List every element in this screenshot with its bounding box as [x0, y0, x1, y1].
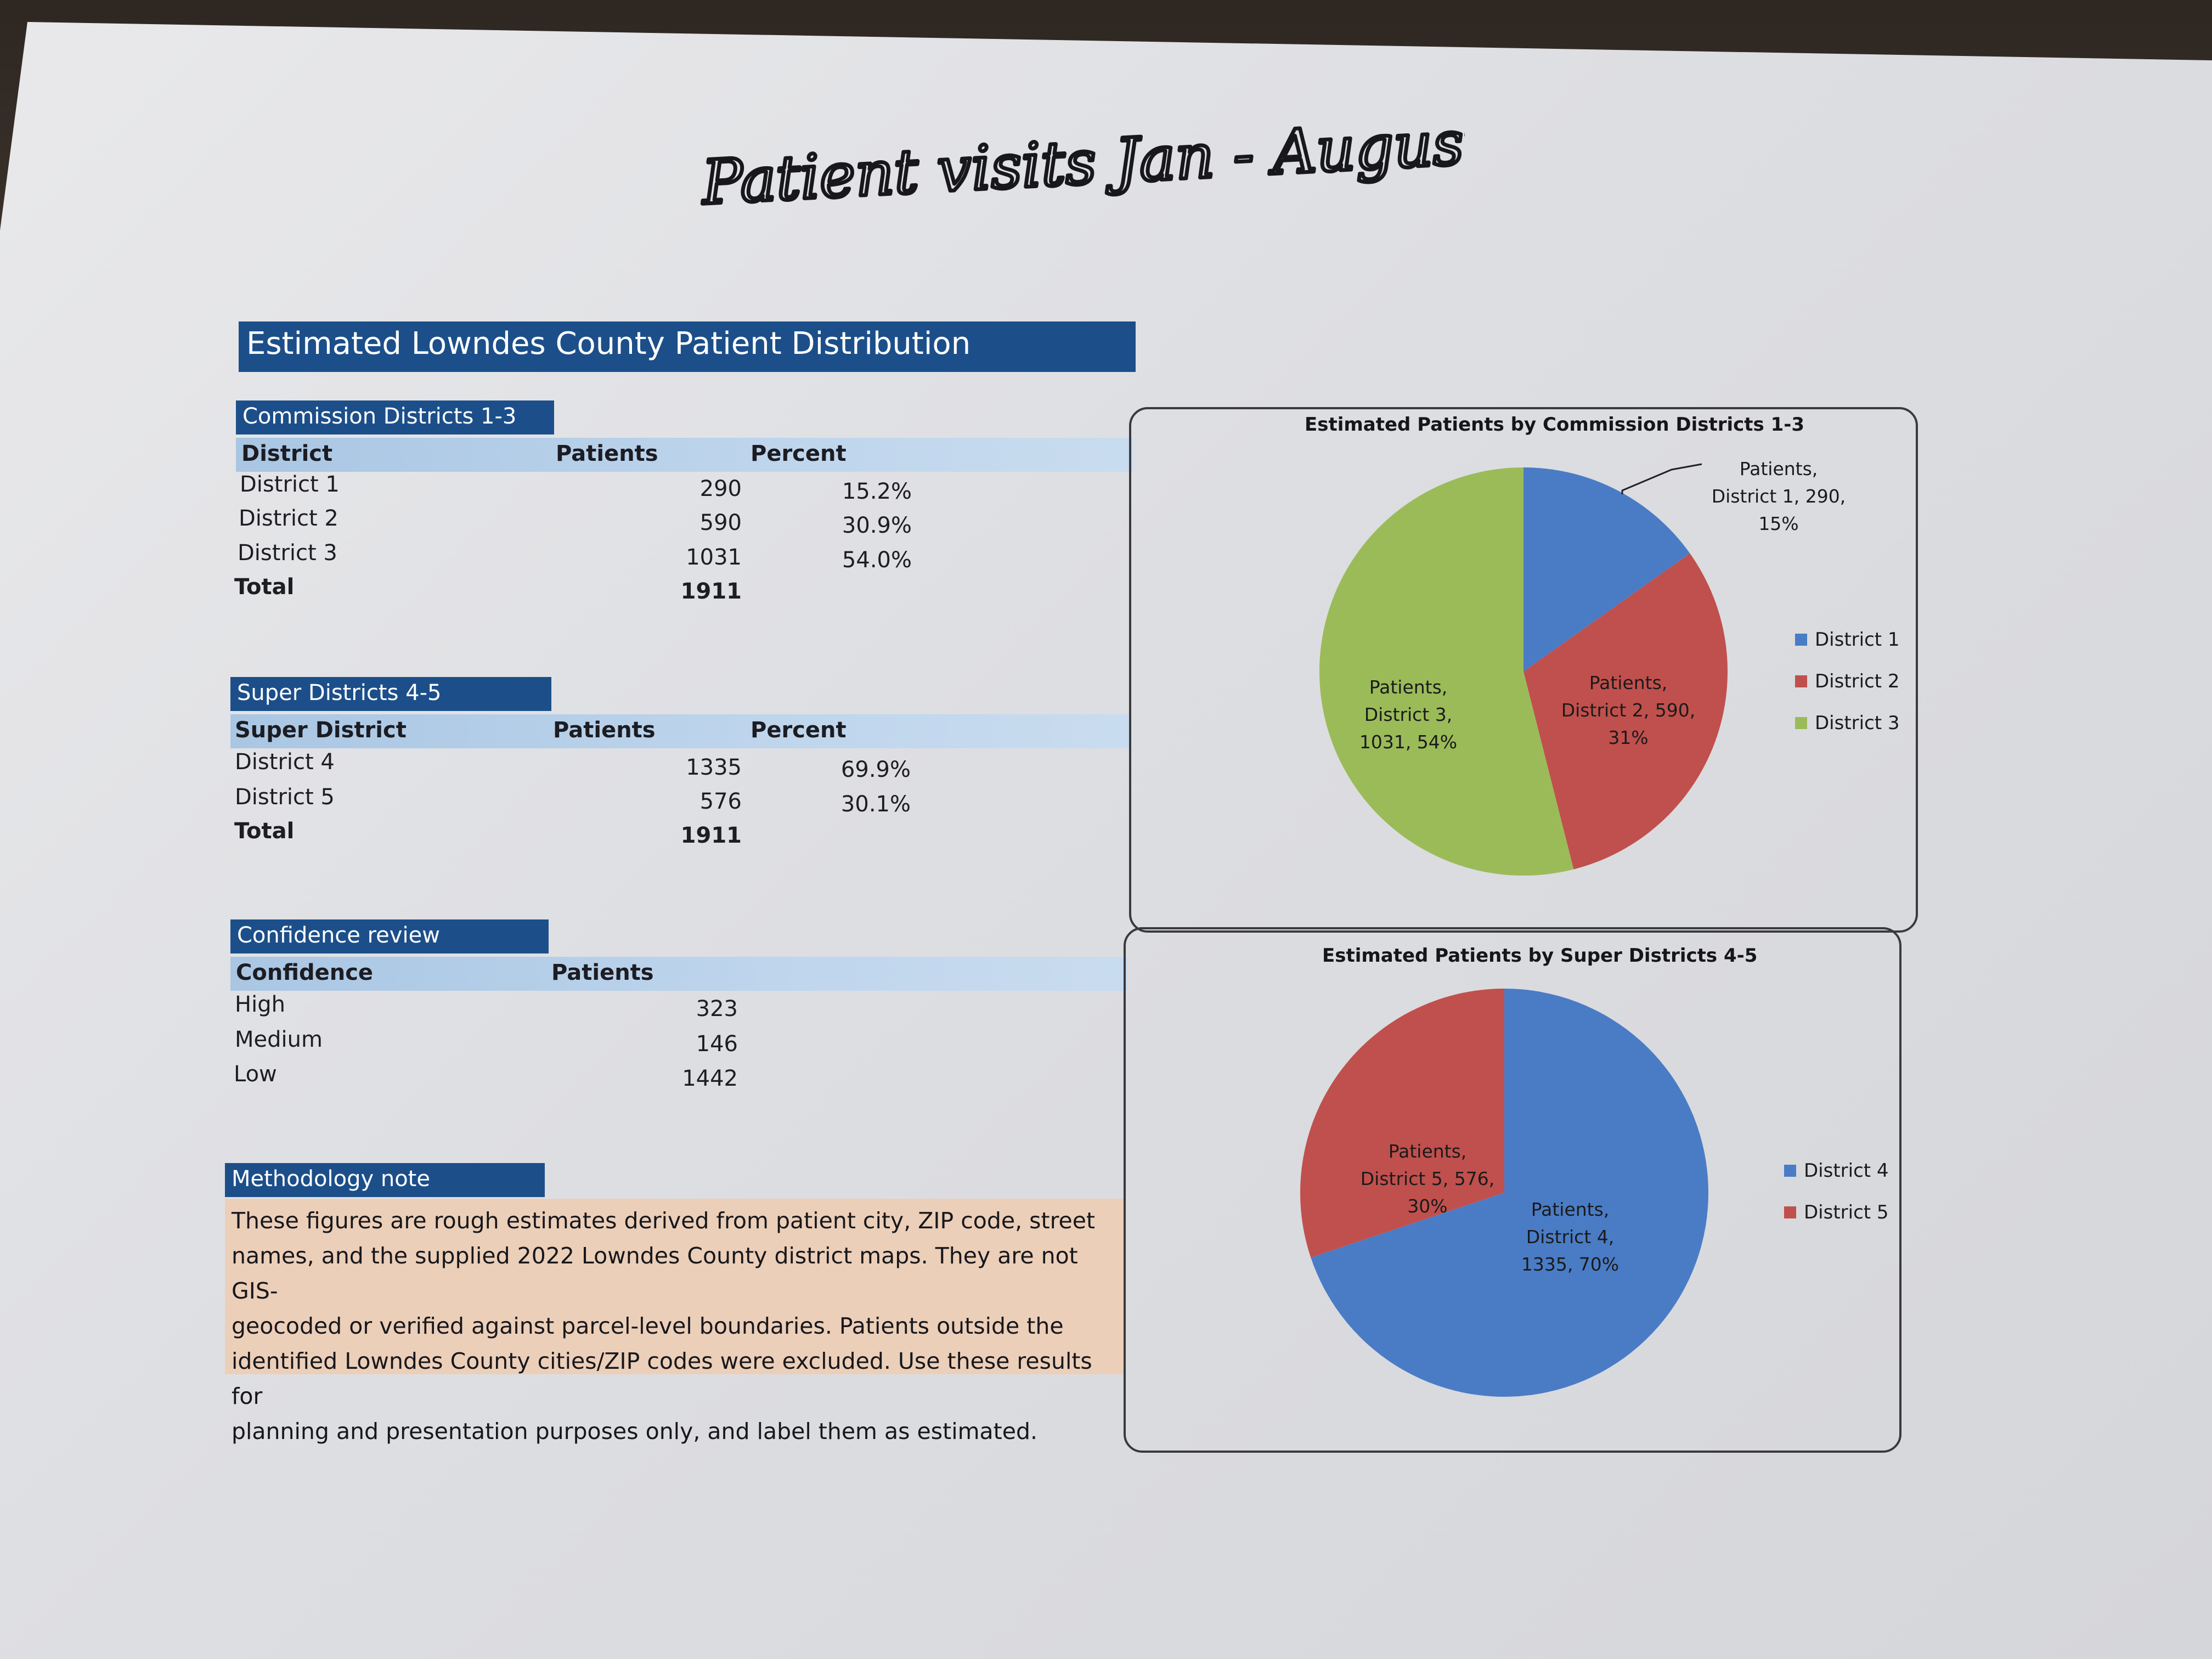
- total-value: 1911: [680, 823, 742, 848]
- row-label: District 1: [240, 472, 340, 497]
- super-section-title: Super Districts 4-5: [230, 677, 551, 711]
- legend-swatch: [1795, 634, 1807, 646]
- methodology-note: These figures are rough estimates derive…: [225, 1199, 1125, 1444]
- row-label: Medium: [235, 1027, 323, 1052]
- commission-section-title: Commission Districts 1-3: [236, 400, 554, 435]
- svg-text:Patient visits Jan - August: Patient visits Jan - August: [699, 123, 1465, 218]
- legend-item: District 4: [1784, 1160, 1889, 1182]
- header-percent: Percent: [751, 718, 847, 743]
- methodology-section-title: Methodology note: [225, 1163, 545, 1197]
- pie-slice-district-1: [1523, 467, 1690, 672]
- pie-slice-district-2: [1523, 553, 1728, 870]
- row-label: District 3: [238, 540, 337, 566]
- legend-label: District 2: [1815, 670, 1900, 692]
- legend-swatch: [1795, 675, 1807, 687]
- methodology-line: names, and the supplied 2022 Lowndes Cou…: [232, 1243, 1078, 1304]
- super-header-row: Super District Patients Percent: [230, 714, 1130, 748]
- row-label: High: [235, 992, 285, 1017]
- legend-label: District 3: [1815, 712, 1900, 734]
- legend-label: District 4: [1804, 1160, 1889, 1182]
- chart-commission-districts: Estimated Patients by Commission Distric…: [1129, 407, 1918, 933]
- methodology-line: geocoded or verified against parcel-leve…: [232, 1313, 1064, 1339]
- row-percent: 69.9%: [840, 757, 911, 782]
- confidence-section-title: Confidence review: [230, 919, 549, 953]
- pie-slice-district-3: [1319, 467, 1574, 876]
- row-label: District 4: [235, 749, 335, 775]
- row-label: District 5: [235, 785, 335, 810]
- row-patients: 290: [699, 476, 742, 501]
- slice-data-label: Patients, District 3, 1031, 54%: [1359, 676, 1457, 753]
- header-patients: Patients: [551, 960, 654, 985]
- header-district: District: [241, 441, 333, 466]
- slice-data-label: Patients, District 1, 290, 15%: [1712, 458, 1846, 534]
- legend-label: District 1: [1815, 629, 1900, 651]
- legend-item: District 2: [1795, 670, 1900, 692]
- handwritten-title: Patient visits Jan - August: [697, 123, 1465, 220]
- row-percent: 30.1%: [840, 792, 911, 817]
- legend-item: District 3: [1795, 712, 1900, 734]
- chart-super-districts: Estimated Patients by Super Districts 4-…: [1124, 927, 1901, 1453]
- legend-item: District 1: [1795, 629, 1900, 651]
- chart-title: Estimated Patients by Commission Distric…: [1305, 414, 1805, 436]
- chart-title: Estimated Patients by Super Districts 4-…: [1322, 945, 1758, 967]
- row-label: District 2: [239, 506, 338, 531]
- pie-chart-super: Patients, District 4, 1335, 70% Patients, Di…: [1300, 989, 1708, 1397]
- row-patients: 323: [696, 996, 738, 1022]
- header-patients: Patients: [553, 718, 656, 743]
- legend-label: District 5: [1804, 1201, 1889, 1223]
- row-label: Low: [234, 1062, 277, 1087]
- row-percent: 54.0%: [842, 548, 912, 573]
- header-percent: Percent: [751, 441, 847, 466]
- page-title: Estimated Lowndes County Patient Distrib…: [239, 321, 1136, 372]
- methodology-line: These figures are rough estimates derive…: [232, 1207, 1096, 1234]
- slice-data-label: Patients, District 4, 1335, 70%: [1521, 1199, 1619, 1275]
- methodology-line: planning and presentation purposes only,…: [232, 1418, 1038, 1444]
- row-percent: 30.9%: [842, 513, 912, 538]
- total-label: Total: [234, 819, 295, 844]
- confidence-header-row: Confidence Patients: [230, 957, 1127, 991]
- commission-header-row: District Patients Percent: [236, 438, 1133, 472]
- header-patients: Patients: [556, 441, 658, 466]
- row-patients: 590: [699, 510, 742, 535]
- row-patients: 146: [696, 1031, 738, 1057]
- row-patients: 576: [699, 789, 742, 814]
- slice-data-label: Patients, District 5, 576, 30%: [1361, 1141, 1494, 1217]
- pie-chart-commission: Patients, District 1, 290, 15% Patients, Dis…: [1319, 458, 1846, 876]
- methodology-line: identified Lowndes County cities/ZIP cod…: [232, 1348, 1092, 1409]
- pie-slice-district-5: [1300, 989, 1504, 1258]
- legend-item: District 5: [1784, 1201, 1889, 1223]
- header-super-district: Super District: [235, 718, 407, 743]
- row-patients: 1031: [686, 545, 742, 570]
- row-percent: 15.2%: [842, 479, 912, 504]
- slice-data-label: Patients, District 2, 590, 31%: [1561, 672, 1695, 748]
- pie-slice-district-4: [1311, 989, 1708, 1397]
- legend-swatch: [1795, 717, 1807, 729]
- total-label: Total: [234, 574, 295, 600]
- header-confidence: Confidence: [236, 960, 374, 985]
- legend-swatch: [1784, 1206, 1796, 1218]
- row-patients: 1335: [686, 755, 742, 780]
- legend-swatch: [1784, 1165, 1796, 1177]
- total-value: 1911: [680, 579, 742, 604]
- leader-line: [1621, 463, 1702, 494]
- row-patients: 1442: [682, 1066, 738, 1091]
